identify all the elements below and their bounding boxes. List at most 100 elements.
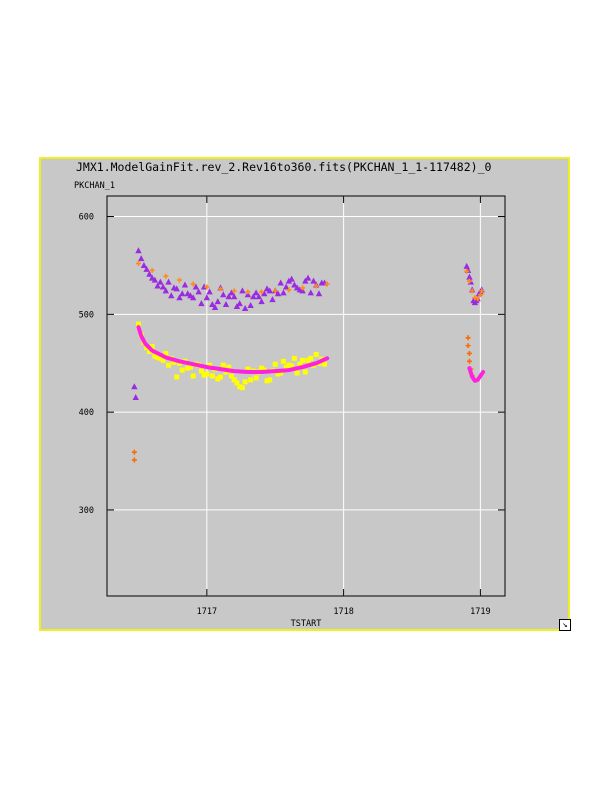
series-0-point xyxy=(157,278,164,285)
series-0-point xyxy=(151,276,159,283)
x-tick-label: 1719 xyxy=(470,607,490,617)
series-2-point xyxy=(289,363,295,369)
series-2-point xyxy=(259,365,265,371)
series-0-point xyxy=(200,283,208,290)
series-0-point xyxy=(137,255,145,262)
series-0-point xyxy=(189,294,197,301)
series-0-point xyxy=(228,289,235,296)
series-0-point xyxy=(466,273,473,280)
series-1-point xyxy=(324,281,330,287)
series-2-point xyxy=(237,384,243,390)
series-0-point xyxy=(146,270,153,277)
series-3-point xyxy=(465,343,471,349)
series-3-point xyxy=(131,449,137,455)
series-0-point xyxy=(206,288,213,295)
plot-title: JMX1.ModelGainFit.rev_2.Rev16to360.fits(… xyxy=(76,160,492,174)
series-1-point xyxy=(477,292,483,298)
series-2-point xyxy=(220,362,226,368)
series-0-point xyxy=(274,290,282,297)
series-0-point xyxy=(288,275,295,282)
resize-corner-icon[interactable]: ↘ xyxy=(559,619,571,631)
series-0-point xyxy=(173,285,180,292)
x-tick-label: 1717 xyxy=(197,607,217,617)
series-0-point xyxy=(225,293,232,300)
series-2-point xyxy=(185,365,191,371)
series-2-point xyxy=(157,355,163,361)
series-0-point xyxy=(315,290,323,297)
series-0-point xyxy=(203,294,211,301)
series-2-point xyxy=(286,362,292,368)
series-0-point xyxy=(230,293,238,300)
series-1-point xyxy=(466,278,472,284)
series-3-point xyxy=(466,350,472,356)
series-0-point xyxy=(291,281,298,288)
series-2-point xyxy=(166,362,172,368)
series-0-point xyxy=(282,283,290,290)
series-2-point xyxy=(155,354,161,360)
series-2-point xyxy=(218,374,224,380)
series-2-point xyxy=(135,321,141,327)
series-1-point xyxy=(149,267,155,273)
series-1-point xyxy=(479,288,485,294)
series-1-point xyxy=(204,284,210,290)
series-2-point xyxy=(146,349,152,355)
series-0-point xyxy=(162,287,170,294)
series-0-point xyxy=(159,283,167,290)
series-2-point xyxy=(308,355,314,361)
series-0-point xyxy=(285,277,293,284)
series-2-point xyxy=(223,369,229,375)
series-2-point xyxy=(207,362,213,368)
x-tick-label: 1718 xyxy=(333,607,353,617)
series-2-point xyxy=(190,373,196,379)
series-2-point xyxy=(179,367,185,373)
series-1-point xyxy=(286,287,292,293)
series-0-point xyxy=(304,274,312,281)
series-0-point xyxy=(179,290,186,297)
series-2-point xyxy=(187,364,193,370)
series-1-point xyxy=(176,277,182,283)
series-0-point xyxy=(198,300,205,307)
series-0-point xyxy=(176,294,183,301)
series-3-point xyxy=(131,457,137,463)
series-0-point xyxy=(181,281,189,288)
series-2-point xyxy=(239,385,245,391)
series-2-point xyxy=(228,373,234,379)
series-0-point xyxy=(258,298,265,305)
series-1-point xyxy=(245,289,251,295)
series-0-point xyxy=(239,287,246,294)
series-1-point xyxy=(272,288,278,294)
series-4-fit-line xyxy=(136,325,486,383)
series-3-point xyxy=(465,335,471,341)
series-2-point xyxy=(267,377,273,383)
series-0-point xyxy=(310,277,317,284)
series-2-point xyxy=(209,373,215,379)
series-0-point xyxy=(269,296,276,303)
series-1-point xyxy=(472,295,478,301)
series-2-point xyxy=(152,353,158,359)
series-0-point xyxy=(211,303,219,310)
series-0-point xyxy=(250,293,257,300)
series-2-point xyxy=(283,364,289,370)
series-0-point xyxy=(135,247,142,254)
series-2-point xyxy=(302,369,308,375)
series-2-point xyxy=(272,361,278,367)
series-2-point xyxy=(198,368,204,374)
series-0-point xyxy=(143,265,150,272)
series-2-point xyxy=(171,359,177,365)
series-0-point xyxy=(220,291,227,298)
y-tick-label: 500 xyxy=(79,310,94,320)
series-2-point xyxy=(300,357,306,363)
series-2-point xyxy=(242,379,248,385)
series-0-point xyxy=(209,301,216,308)
series-0-point xyxy=(131,383,138,390)
series-0-point xyxy=(236,300,243,307)
x-axis-label: TSTART xyxy=(291,619,322,629)
series-2-point xyxy=(174,374,180,380)
series-2-point xyxy=(280,358,286,364)
series-2-point xyxy=(204,371,210,377)
series-0-point xyxy=(192,283,200,290)
series-1-point xyxy=(469,288,475,294)
series-0-point xyxy=(266,287,273,294)
series-2-point xyxy=(305,357,311,363)
